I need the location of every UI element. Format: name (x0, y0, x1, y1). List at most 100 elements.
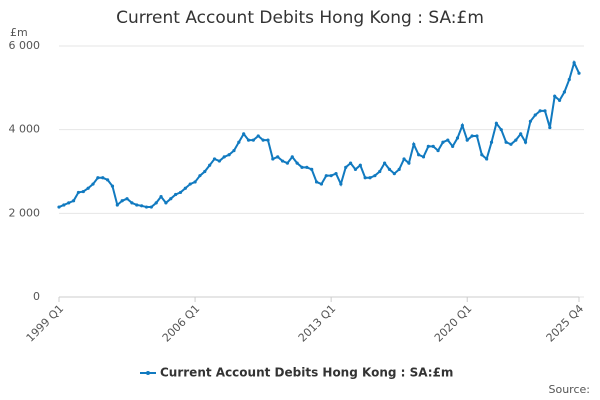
point (57, 205, 61, 209)
point (383, 161, 387, 165)
point (426, 144, 430, 148)
point (246, 138, 251, 142)
point (421, 155, 426, 159)
point (130, 201, 134, 205)
source: Source: (549, 383, 591, 396)
point (509, 142, 513, 146)
point (562, 90, 567, 94)
point (242, 132, 246, 136)
point (470, 134, 474, 138)
point (465, 138, 469, 142)
point (198, 174, 202, 178)
point (105, 178, 110, 182)
point (188, 182, 192, 186)
legend-label: Current Account Debits Hong Kong : SA:£m (160, 366, 453, 380)
point (178, 190, 183, 195)
point (115, 203, 119, 207)
point (373, 174, 377, 178)
point (402, 157, 406, 161)
point (285, 161, 290, 165)
point (523, 140, 528, 144)
point (169, 197, 173, 201)
point (110, 184, 115, 188)
point (62, 203, 66, 207)
point (329, 174, 333, 178)
point (232, 148, 236, 153)
point (217, 159, 221, 163)
point (431, 144, 435, 148)
point (417, 153, 421, 157)
point (451, 144, 455, 148)
point (276, 155, 280, 159)
point (81, 189, 85, 194)
point (446, 138, 450, 142)
y-axis-label: £m (10, 26, 28, 39)
point (193, 180, 197, 184)
y-tick-label: 2 000 (9, 206, 41, 219)
point (577, 71, 581, 75)
point (300, 165, 304, 169)
point (159, 195, 163, 199)
point (237, 140, 241, 144)
x-tick-label: 2006 Q1 (160, 302, 203, 345)
point (519, 132, 523, 136)
point (86, 186, 90, 190)
point (543, 109, 547, 113)
point (314, 180, 319, 184)
point (251, 138, 255, 142)
point (480, 153, 484, 157)
point (256, 134, 260, 138)
point (305, 165, 309, 169)
point (125, 197, 129, 201)
point (76, 190, 81, 195)
point (280, 159, 285, 163)
point (222, 155, 226, 159)
point (101, 176, 105, 180)
point (203, 169, 207, 174)
point (528, 119, 533, 123)
point (557, 98, 562, 102)
point (567, 77, 571, 82)
point (344, 165, 348, 169)
point (334, 171, 338, 176)
x-tick-label: 2013 Q1 (296, 302, 339, 345)
point (164, 201, 168, 205)
point (149, 205, 153, 209)
point (295, 161, 299, 165)
point (387, 167, 392, 172)
point (548, 125, 552, 130)
point (135, 203, 139, 207)
point (441, 140, 445, 144)
point (572, 61, 576, 65)
point (358, 163, 362, 167)
point (412, 142, 416, 146)
point (261, 138, 265, 142)
point (475, 134, 479, 138)
point (460, 123, 464, 128)
point (363, 176, 367, 180)
x-tick-label: 2025 Q4 (544, 302, 587, 345)
point (339, 182, 343, 186)
point (91, 182, 95, 186)
y-tick-label: 6 000 (9, 39, 41, 52)
point (154, 201, 158, 205)
series-line (58, 59, 580, 209)
point (455, 136, 460, 140)
point (227, 153, 231, 157)
point (71, 199, 76, 203)
point (533, 113, 537, 117)
point (266, 138, 270, 142)
point (485, 157, 489, 161)
x-tick-label: 2020 Q1 (432, 302, 475, 345)
point (310, 167, 314, 172)
point (144, 205, 149, 209)
point (348, 161, 353, 165)
point (514, 138, 518, 142)
x-tick-label: 1999 Q1 (24, 302, 67, 345)
point (436, 148, 440, 153)
point (489, 140, 494, 144)
point (553, 94, 557, 98)
point (368, 176, 372, 180)
point (407, 161, 411, 165)
